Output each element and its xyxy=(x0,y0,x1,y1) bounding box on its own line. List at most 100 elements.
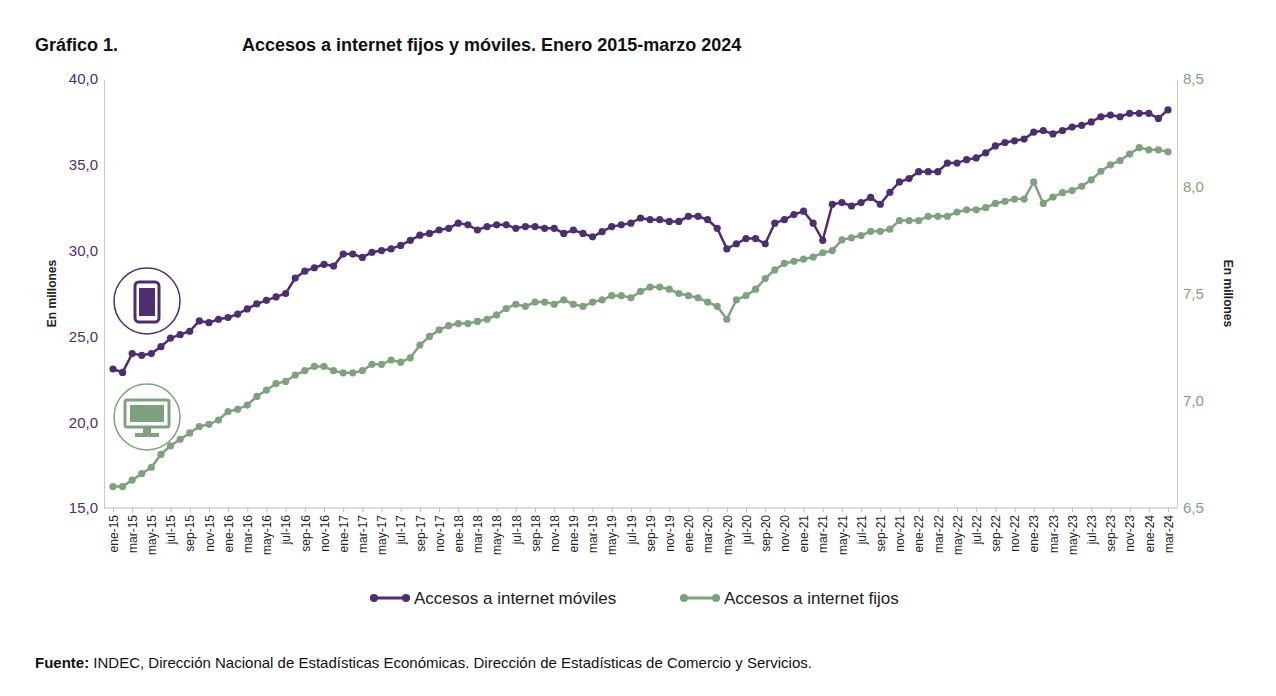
series-marker xyxy=(397,359,404,366)
x-tick-label: mar-20 xyxy=(701,515,715,553)
series-marker xyxy=(819,249,826,256)
y-axis-title: En millones xyxy=(45,260,59,328)
x-tick-label: may-21 xyxy=(836,515,850,555)
series-marker xyxy=(129,350,136,357)
x-tick: sep-19 xyxy=(644,508,658,552)
x-tick-label: sep-19 xyxy=(644,515,658,552)
x-tick: sep-20 xyxy=(759,508,773,552)
x-axis: ene-15mar-15may-15jul-15sep-15nov-15ene-… xyxy=(104,508,1177,555)
x-tick: mar-21 xyxy=(816,508,830,553)
series-marker xyxy=(234,310,241,317)
series-marker xyxy=(340,250,347,257)
series-marker xyxy=(579,230,586,237)
series-marker xyxy=(426,333,433,340)
x-tick: may-21 xyxy=(836,508,850,555)
series-marker xyxy=(388,245,395,252)
series-marker xyxy=(1116,157,1123,164)
x-tick-mark xyxy=(957,508,958,512)
series-marker xyxy=(1059,189,1066,196)
x-tick-mark xyxy=(209,508,210,512)
icon-phone-screen xyxy=(139,288,155,316)
x-tick-mark xyxy=(650,508,651,512)
x-tick: mar-16 xyxy=(241,508,255,553)
series-marker xyxy=(925,168,932,175)
series-marker xyxy=(1107,111,1114,118)
x-tick-label: nov-15 xyxy=(203,515,217,552)
series-marker xyxy=(435,226,442,233)
x-tick-mark xyxy=(1168,508,1169,512)
series-marker xyxy=(157,451,164,458)
series-marker xyxy=(531,223,538,230)
x-tick-label: ene-18 xyxy=(452,515,466,553)
x-tick: jul-22 xyxy=(970,508,984,545)
x-tick-label: may-23 xyxy=(1066,515,1080,555)
series-marker xyxy=(234,406,241,413)
series-marker xyxy=(790,211,797,218)
x-tick-mark xyxy=(842,508,843,512)
series-marker xyxy=(186,328,193,335)
series-marker xyxy=(599,296,606,303)
series-marker xyxy=(340,369,347,376)
x-tick-mark xyxy=(266,508,267,512)
series-marker xyxy=(819,237,826,244)
series-marker xyxy=(119,483,126,490)
x-tick-mark xyxy=(439,508,440,512)
series-marker xyxy=(1021,135,1028,142)
series-marker xyxy=(1164,148,1171,155)
series-marker xyxy=(1107,161,1114,168)
series-marker xyxy=(1030,129,1037,136)
series-marker xyxy=(944,159,951,166)
series-marker xyxy=(522,303,529,310)
series-marker xyxy=(311,264,318,271)
series-marker xyxy=(560,296,567,303)
x-tick-label: jul-21 xyxy=(855,515,869,546)
series-marker xyxy=(483,316,490,323)
x-tick-mark xyxy=(880,508,881,512)
x-tick: mar-24 xyxy=(1162,508,1176,553)
x-tick: jul-19 xyxy=(625,508,639,545)
y2-tick: 7,0 xyxy=(1177,392,1204,409)
y-tick-label: 30,0 xyxy=(69,242,98,259)
series-line xyxy=(113,110,1168,373)
x-tick-label: nov-16 xyxy=(318,515,332,552)
series-marker xyxy=(531,298,538,305)
x-tick-mark xyxy=(1091,508,1092,512)
series-marker xyxy=(877,228,884,235)
series-marker xyxy=(388,356,395,363)
series-marker xyxy=(685,292,692,299)
x-tick-label: sep-21 xyxy=(874,515,888,552)
series-marker xyxy=(426,230,433,237)
x-tick-label: mar-21 xyxy=(816,515,830,553)
x-tick: may-16 xyxy=(260,508,274,555)
series-marker xyxy=(637,214,644,221)
legend: Accesos a internet móvilesAccesos a inte… xyxy=(370,589,899,608)
series-marker xyxy=(570,301,577,308)
x-tick-label: jul-18 xyxy=(510,515,524,546)
x-tick: ene-17 xyxy=(337,508,351,552)
series-marker xyxy=(368,361,375,368)
x-tick: nov-21 xyxy=(893,508,907,552)
legend-marker xyxy=(370,594,378,602)
x-tick-mark xyxy=(420,508,421,512)
y2-tick: 6,5 xyxy=(1177,499,1204,516)
series-marker xyxy=(503,305,510,312)
x-tick-mark xyxy=(362,508,363,512)
x-tick: jul-16 xyxy=(279,508,293,545)
series-marker xyxy=(109,483,116,490)
x-tick: may-19 xyxy=(605,508,619,555)
series-marker xyxy=(627,294,634,301)
x-tick: jul-15 xyxy=(164,508,178,545)
x-tick-mark xyxy=(324,508,325,512)
x-tick: ene-24 xyxy=(1143,508,1157,552)
x-tick: sep-15 xyxy=(183,508,197,552)
x-tick-mark xyxy=(477,508,478,512)
series-marker xyxy=(973,206,980,213)
icon-monitor xyxy=(125,400,169,427)
x-tick-label: jul-17 xyxy=(394,515,408,546)
series-marker xyxy=(493,221,500,228)
series-marker xyxy=(157,343,164,350)
series-marker xyxy=(1126,110,1133,117)
x-tick: jul-17 xyxy=(394,508,408,545)
x-tick-label: nov-19 xyxy=(663,515,677,552)
x-tick: mar-15 xyxy=(126,508,140,553)
